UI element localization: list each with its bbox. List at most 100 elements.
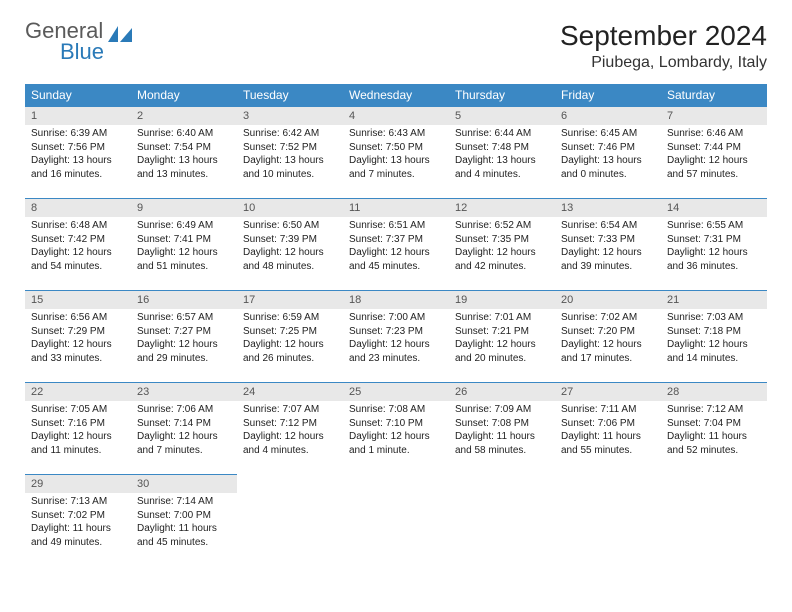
day-number: 24 [237, 382, 343, 401]
sunrise-line: Sunrise: 6:59 AM [243, 311, 337, 325]
daylight-line: Daylight: 12 hours and 26 minutes. [243, 338, 337, 365]
sunset-line: Sunset: 7:52 PM [243, 141, 337, 155]
day-details: Sunrise: 6:55 AMSunset: 7:31 PMDaylight:… [661, 217, 767, 277]
sunset-line: Sunset: 7:00 PM [137, 509, 231, 523]
sunset-line: Sunset: 7:39 PM [243, 233, 337, 247]
daylight-line: Daylight: 11 hours and 58 minutes. [455, 430, 549, 457]
daylight-line: Daylight: 11 hours and 52 minutes. [667, 430, 761, 457]
day-number: 4 [343, 106, 449, 125]
daylight-line: Daylight: 12 hours and 29 minutes. [137, 338, 231, 365]
sunset-line: Sunset: 7:02 PM [31, 509, 125, 523]
sunrise-line: Sunrise: 6:42 AM [243, 127, 337, 141]
daylight-line: Daylight: 12 hours and 33 minutes. [31, 338, 125, 365]
sunset-line: Sunset: 7:33 PM [561, 233, 655, 247]
sunrise-line: Sunrise: 7:12 AM [667, 403, 761, 417]
daylight-line: Daylight: 12 hours and 51 minutes. [137, 246, 231, 273]
sunset-line: Sunset: 7:04 PM [667, 417, 761, 431]
calendar-day-cell: 9Sunrise: 6:49 AMSunset: 7:41 PMDaylight… [131, 198, 237, 290]
sunset-line: Sunset: 7:21 PM [455, 325, 549, 339]
day-number: 20 [555, 290, 661, 309]
daylight-line: Daylight: 12 hours and 45 minutes. [349, 246, 443, 273]
daylight-line: Daylight: 12 hours and 20 minutes. [455, 338, 549, 365]
calendar-day-cell: 12Sunrise: 6:52 AMSunset: 7:35 PMDayligh… [449, 198, 555, 290]
calendar-day-cell: 14Sunrise: 6:55 AMSunset: 7:31 PMDayligh… [661, 198, 767, 290]
day-details: Sunrise: 7:13 AMSunset: 7:02 PMDaylight:… [25, 493, 131, 553]
day-number: 10 [237, 198, 343, 217]
sunrise-line: Sunrise: 6:49 AM [137, 219, 231, 233]
day-number: 13 [555, 198, 661, 217]
title-block: September 2024 Piubega, Lombardy, Italy [560, 20, 767, 72]
sunrise-line: Sunrise: 7:07 AM [243, 403, 337, 417]
day-number: 22 [25, 382, 131, 401]
day-details: Sunrise: 7:14 AMSunset: 7:00 PMDaylight:… [131, 493, 237, 553]
calendar-day-cell [555, 474, 661, 566]
sunrise-line: Sunrise: 6:43 AM [349, 127, 443, 141]
sunrise-line: Sunrise: 7:11 AM [561, 403, 655, 417]
calendar-week-row: 15Sunrise: 6:56 AMSunset: 7:29 PMDayligh… [25, 290, 767, 382]
sunset-line: Sunset: 7:54 PM [137, 141, 231, 155]
calendar-day-cell: 1Sunrise: 6:39 AMSunset: 7:56 PMDaylight… [25, 106, 131, 198]
calendar-day-cell: 11Sunrise: 6:51 AMSunset: 7:37 PMDayligh… [343, 198, 449, 290]
calendar-day-cell: 30Sunrise: 7:14 AMSunset: 7:00 PMDayligh… [131, 474, 237, 566]
sunset-line: Sunset: 7:25 PM [243, 325, 337, 339]
day-details: Sunrise: 7:08 AMSunset: 7:10 PMDaylight:… [343, 401, 449, 461]
calendar-day-cell: 8Sunrise: 6:48 AMSunset: 7:42 PMDaylight… [25, 198, 131, 290]
sunset-line: Sunset: 7:29 PM [31, 325, 125, 339]
sunset-line: Sunset: 7:08 PM [455, 417, 549, 431]
sunset-line: Sunset: 7:46 PM [561, 141, 655, 155]
sunset-line: Sunset: 7:16 PM [31, 417, 125, 431]
logo-blue: Blue [60, 41, 104, 63]
calendar-day-cell: 22Sunrise: 7:05 AMSunset: 7:16 PMDayligh… [25, 382, 131, 474]
sunrise-line: Sunrise: 6:45 AM [561, 127, 655, 141]
sunrise-line: Sunrise: 6:46 AM [667, 127, 761, 141]
location: Piubega, Lombardy, Italy [560, 54, 767, 72]
weekday-header: Tuesday [237, 84, 343, 106]
daylight-line: Daylight: 12 hours and 54 minutes. [31, 246, 125, 273]
day-number: 12 [449, 198, 555, 217]
calendar-day-cell: 20Sunrise: 7:02 AMSunset: 7:20 PMDayligh… [555, 290, 661, 382]
day-number: 29 [25, 474, 131, 493]
sunset-line: Sunset: 7:50 PM [349, 141, 443, 155]
header: General Blue September 2024 Piubega, Lom… [25, 20, 767, 72]
calendar-day-cell [661, 474, 767, 566]
calendar-day-cell [449, 474, 555, 566]
weekday-header: Monday [131, 84, 237, 106]
sunset-line: Sunset: 7:18 PM [667, 325, 761, 339]
sunrise-line: Sunrise: 6:56 AM [31, 311, 125, 325]
day-details: Sunrise: 6:46 AMSunset: 7:44 PMDaylight:… [661, 125, 767, 185]
day-number: 5 [449, 106, 555, 125]
day-details: Sunrise: 6:42 AMSunset: 7:52 PMDaylight:… [237, 125, 343, 185]
day-details: Sunrise: 6:59 AMSunset: 7:25 PMDaylight:… [237, 309, 343, 369]
sunset-line: Sunset: 7:10 PM [349, 417, 443, 431]
sunset-line: Sunset: 7:37 PM [349, 233, 443, 247]
sunset-line: Sunset: 7:42 PM [31, 233, 125, 247]
sunset-line: Sunset: 7:44 PM [667, 141, 761, 155]
daylight-line: Daylight: 13 hours and 16 minutes. [31, 154, 125, 181]
calendar-day-cell: 24Sunrise: 7:07 AMSunset: 7:12 PMDayligh… [237, 382, 343, 474]
sunrise-line: Sunrise: 6:52 AM [455, 219, 549, 233]
calendar-day-cell: 13Sunrise: 6:54 AMSunset: 7:33 PMDayligh… [555, 198, 661, 290]
sunrise-line: Sunrise: 6:40 AM [137, 127, 231, 141]
day-details: Sunrise: 6:51 AMSunset: 7:37 PMDaylight:… [343, 217, 449, 277]
day-details: Sunrise: 6:48 AMSunset: 7:42 PMDaylight:… [25, 217, 131, 277]
sunset-line: Sunset: 7:56 PM [31, 141, 125, 155]
daylight-line: Daylight: 12 hours and 42 minutes. [455, 246, 549, 273]
day-number: 27 [555, 382, 661, 401]
sunrise-line: Sunrise: 7:00 AM [349, 311, 443, 325]
sunset-line: Sunset: 7:20 PM [561, 325, 655, 339]
calendar-day-cell: 10Sunrise: 6:50 AMSunset: 7:39 PMDayligh… [237, 198, 343, 290]
weekday-header: Friday [555, 84, 661, 106]
sunset-line: Sunset: 7:23 PM [349, 325, 443, 339]
calendar-day-cell: 6Sunrise: 6:45 AMSunset: 7:46 PMDaylight… [555, 106, 661, 198]
calendar-day-cell: 3Sunrise: 6:42 AMSunset: 7:52 PMDaylight… [237, 106, 343, 198]
month-title: September 2024 [560, 20, 767, 52]
sunset-line: Sunset: 7:06 PM [561, 417, 655, 431]
day-number: 18 [343, 290, 449, 309]
logo-text: General Blue [25, 20, 104, 63]
daylight-line: Daylight: 12 hours and 11 minutes. [31, 430, 125, 457]
day-number: 7 [661, 106, 767, 125]
day-number: 6 [555, 106, 661, 125]
calendar-table: Sunday Monday Tuesday Wednesday Thursday… [25, 84, 767, 566]
sunrise-line: Sunrise: 7:09 AM [455, 403, 549, 417]
calendar-day-cell: 28Sunrise: 7:12 AMSunset: 7:04 PMDayligh… [661, 382, 767, 474]
